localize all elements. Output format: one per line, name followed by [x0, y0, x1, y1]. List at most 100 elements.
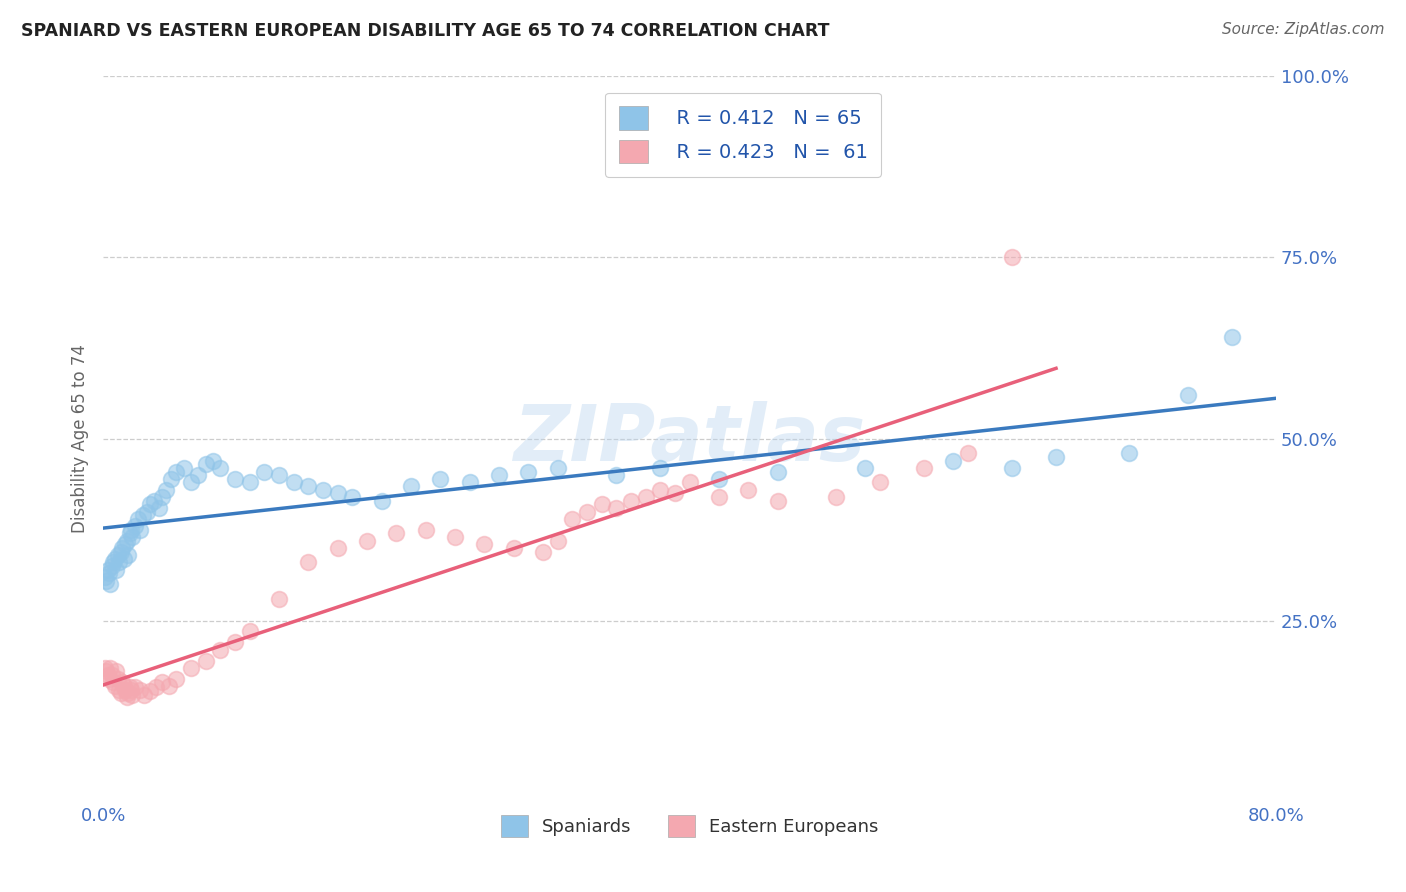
- Point: [108, 556, 131, 570]
- Point: [120, 682, 142, 697]
- Point: [1118, 446, 1140, 460]
- Point: [120, 523, 142, 537]
- Point: [105, 563, 128, 577]
- Point: [855, 461, 877, 475]
- Point: [488, 468, 510, 483]
- Point: [96, 563, 118, 577]
- Point: [678, 475, 700, 490]
- Point: [605, 468, 627, 483]
- Point: [194, 458, 217, 472]
- Point: [98, 566, 121, 581]
- Point: [114, 682, 136, 697]
- Point: [110, 544, 132, 558]
- Point: [1177, 388, 1199, 402]
- Point: [114, 537, 136, 551]
- Point: [165, 672, 187, 686]
- Point: [942, 453, 965, 467]
- Point: [370, 493, 392, 508]
- Point: [173, 461, 195, 475]
- Point: [575, 505, 598, 519]
- Point: [444, 530, 467, 544]
- Point: [267, 591, 290, 606]
- Point: [1001, 461, 1024, 475]
- Point: [115, 533, 138, 548]
- Point: [103, 675, 125, 690]
- Point: [145, 681, 167, 695]
- Text: SPANIARD VS EASTERN EUROPEAN DISABILITY AGE 65 TO 74 CORRELATION CHART: SPANIARD VS EASTERN EUROPEAN DISABILITY …: [21, 22, 830, 40]
- Point: [707, 472, 730, 486]
- Point: [415, 523, 437, 537]
- Point: [458, 475, 481, 490]
- Text: ZIPatlas: ZIPatlas: [513, 401, 866, 477]
- Point: [664, 486, 686, 500]
- Point: [104, 679, 127, 693]
- Point: [94, 574, 117, 588]
- Point: [139, 684, 162, 698]
- Point: [127, 512, 149, 526]
- Point: [107, 548, 129, 562]
- Point: [1220, 330, 1243, 344]
- Point: [650, 483, 672, 497]
- Point: [283, 475, 305, 490]
- Point: [707, 490, 730, 504]
- Point: [143, 493, 166, 508]
- Point: [96, 668, 118, 682]
- Point: [224, 635, 246, 649]
- Point: [1001, 250, 1024, 264]
- Y-axis label: Disability Age 65 to 74: Disability Age 65 to 74: [72, 344, 89, 533]
- Point: [591, 497, 613, 511]
- Point: [267, 468, 290, 483]
- Point: [239, 624, 262, 639]
- Point: [239, 475, 262, 490]
- Point: [150, 675, 173, 690]
- Point: [118, 526, 141, 541]
- Point: [155, 483, 177, 497]
- Point: [112, 679, 135, 693]
- Point: [117, 548, 139, 562]
- Point: [385, 526, 408, 541]
- Point: [356, 533, 378, 548]
- Point: [101, 668, 124, 682]
- Point: [253, 465, 276, 479]
- Point: [148, 500, 170, 515]
- Point: [100, 577, 122, 591]
- Point: [98, 672, 121, 686]
- Point: [124, 681, 146, 695]
- Point: [194, 654, 217, 668]
- Point: [869, 475, 891, 490]
- Point: [650, 461, 672, 475]
- Point: [502, 541, 524, 555]
- Point: [111, 541, 134, 555]
- Point: [224, 472, 246, 486]
- Point: [111, 675, 134, 690]
- Point: [472, 537, 495, 551]
- Point: [93, 570, 115, 584]
- Point: [202, 453, 225, 467]
- Point: [312, 483, 335, 497]
- Point: [100, 661, 122, 675]
- Point: [128, 682, 150, 697]
- Point: [107, 672, 129, 686]
- Point: [112, 551, 135, 566]
- Point: [399, 479, 422, 493]
- Point: [157, 679, 180, 693]
- Point: [547, 461, 569, 475]
- Point: [117, 686, 139, 700]
- Point: [531, 544, 554, 558]
- Point: [326, 486, 349, 500]
- Legend: Spaniards, Eastern Europeans: Spaniards, Eastern Europeans: [494, 807, 886, 844]
- Point: [297, 556, 319, 570]
- Point: [124, 519, 146, 533]
- Point: [150, 490, 173, 504]
- Point: [326, 541, 349, 555]
- Point: [187, 468, 209, 483]
- Point: [547, 533, 569, 548]
- Point: [620, 493, 643, 508]
- Point: [108, 682, 131, 697]
- Point: [825, 490, 848, 504]
- Point: [134, 688, 156, 702]
- Point: [209, 642, 232, 657]
- Point: [136, 505, 159, 519]
- Point: [766, 465, 789, 479]
- Point: [104, 551, 127, 566]
